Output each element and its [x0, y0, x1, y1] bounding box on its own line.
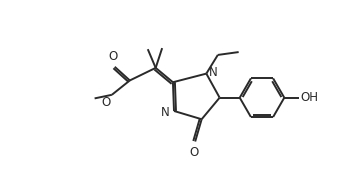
Text: O: O: [109, 50, 118, 63]
Text: O: O: [101, 96, 110, 109]
Text: N: N: [160, 106, 169, 119]
Text: O: O: [190, 146, 199, 159]
Text: N: N: [208, 66, 217, 79]
Text: OH: OH: [300, 91, 318, 104]
